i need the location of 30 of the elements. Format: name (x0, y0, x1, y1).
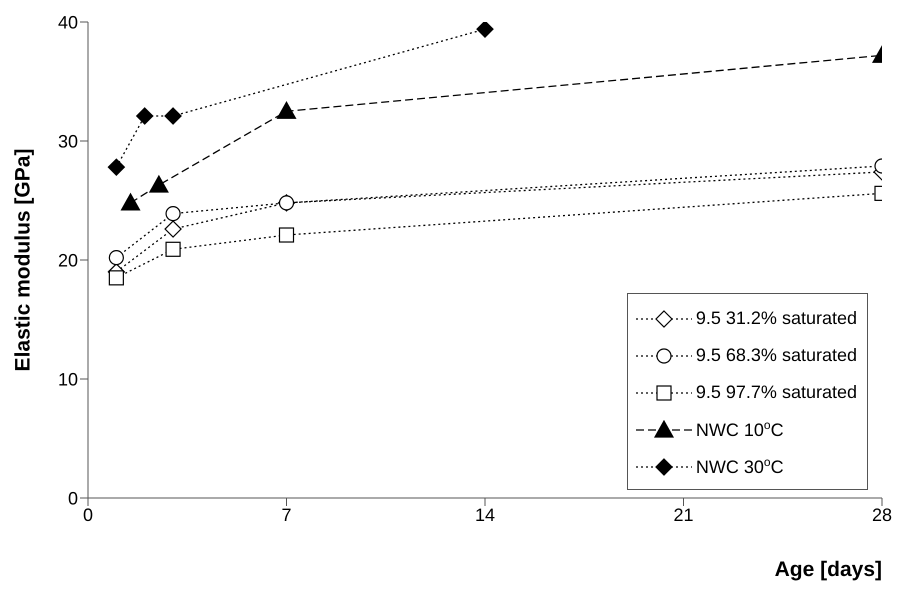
point (108, 270, 124, 286)
point (120, 193, 140, 210)
point (108, 250, 124, 266)
point (165, 242, 181, 257)
legend-label: 9.5 68.3% saturated (696, 345, 857, 365)
point (164, 107, 182, 125)
point (108, 158, 125, 176)
y-tick-label: 30 (58, 131, 78, 152)
x-tick-label: 0 (82, 504, 94, 525)
y-tick-label: 10 (58, 369, 78, 390)
y-tick-label: 40 (58, 12, 78, 32)
y-axis-title: Elastic modulus [GPa] (11, 148, 34, 372)
x-axis-title: Age [days] (774, 558, 882, 581)
point (278, 195, 294, 210)
point (136, 107, 154, 125)
point (276, 102, 296, 119)
legend-label: NWC 10$^{o}$C (696, 418, 784, 440)
legend-label: 9.5 97.7% saturated (696, 382, 857, 402)
x-tick-label: 14 (474, 504, 496, 525)
point (149, 175, 168, 193)
x-tick-label: 21 (673, 504, 694, 525)
legend-label: 9.5 31.2% saturated (696, 308, 857, 328)
x-tick-label: 28 (872, 504, 892, 525)
x-tick-label: 7 (281, 504, 292, 525)
y-tick-label: 0 (68, 488, 78, 508)
point (164, 220, 182, 238)
legend-label: NWC 30$^{o}$C (696, 455, 784, 477)
y-tick-label: 20 (58, 250, 78, 270)
point (278, 227, 294, 243)
point (165, 206, 181, 222)
